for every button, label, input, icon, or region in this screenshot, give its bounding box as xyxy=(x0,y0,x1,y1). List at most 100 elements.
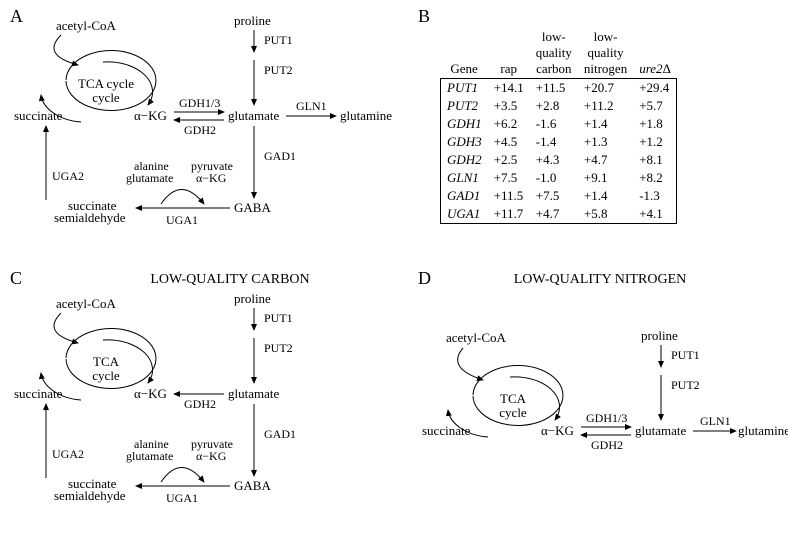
col-rap: rap xyxy=(488,28,530,79)
node-tca: TCA xyxy=(93,354,120,369)
col-lqc: low- quality carbon xyxy=(530,28,578,79)
cell-value: +8.1 xyxy=(633,151,677,169)
enzyme-gln1: GLN1 xyxy=(700,414,731,428)
enzyme-gdh13: GDH1/3 xyxy=(586,411,627,425)
pathway-diagram-c: TCA cycle acetyl-CoA succinate α−KG glut… xyxy=(6,288,406,543)
cell-value: -1.0 xyxy=(530,169,578,187)
node-succ-semi: succinatesemialdehyde xyxy=(54,198,126,225)
cell-value: +1.4 xyxy=(578,115,633,133)
node-acetylcoa: acetyl-CoA xyxy=(446,330,507,345)
enzyme-uga2: UGA2 xyxy=(52,447,84,461)
node-tca: TCA xyxy=(500,391,527,406)
cell-value: -1.3 xyxy=(633,187,677,205)
panel-d-title: LOW-QUALITY NITROGEN xyxy=(470,272,730,288)
cell-value: +8.2 xyxy=(633,169,677,187)
node-glutamine: glutamine xyxy=(738,423,788,438)
node-succinate: succinate xyxy=(14,108,63,123)
node-pyr-akg: pyruvateα−KG xyxy=(191,159,233,185)
node-glutamine: glutamine xyxy=(340,108,392,123)
cell-gene: GDH1 xyxy=(441,115,488,133)
table-row: UGA1+11.7+4.7+5.8+4.1 xyxy=(441,205,677,224)
node-proline: proline xyxy=(641,328,678,343)
cell-value: +11.5 xyxy=(488,187,530,205)
panel-b-label: B xyxy=(418,6,430,27)
cell-gene: PUT1 xyxy=(441,79,488,98)
enzyme-put2: PUT2 xyxy=(264,341,293,355)
enzyme-put1: PUT1 xyxy=(264,33,293,47)
gene-expression-table: Gene rap low- quality carbon low- qualit… xyxy=(440,28,677,224)
cell-value: +5.7 xyxy=(633,97,677,115)
enzyme-gdh13: GDH1/3 xyxy=(179,96,220,110)
table-row: PUT1+14.1+11.5+20.7+29.4 xyxy=(441,79,677,98)
enzyme-gad1: GAD1 xyxy=(264,427,296,441)
table-row: GDH3+4.5-1.4+1.3+1.2 xyxy=(441,133,677,151)
enzyme-uga2: UGA2 xyxy=(52,169,84,183)
panel-d-label: D xyxy=(418,268,431,289)
col-ure2: ure2Δ xyxy=(633,28,677,79)
node-proline: proline xyxy=(234,13,271,28)
node-tca2: cycle xyxy=(499,405,527,420)
node-acetylcoa: acetyl-CoA xyxy=(56,18,117,33)
cell-value: +3.5 xyxy=(488,97,530,115)
node-akg: α−KG xyxy=(134,386,167,401)
cell-value: +4.1 xyxy=(633,205,677,224)
enzyme-put2: PUT2 xyxy=(671,378,700,392)
node-tca2: cycle xyxy=(92,90,120,105)
enzyme-put2: PUT2 xyxy=(264,63,293,77)
cell-value: +14.1 xyxy=(488,79,530,98)
enzyme-gad1: GAD1 xyxy=(264,149,296,163)
table-body: PUT1+14.1+11.5+20.7+29.4PUT2+3.5+2.8+11.… xyxy=(441,79,677,224)
cell-gene: GDH3 xyxy=(441,133,488,151)
cell-gene: GLN1 xyxy=(441,169,488,187)
pathway-diagram-a: TCA cycle cycle acetyl-CoA succinate α−K… xyxy=(6,10,406,265)
cell-gene: UGA1 xyxy=(441,205,488,224)
cell-value: -1.6 xyxy=(530,115,578,133)
cell-value: +6.2 xyxy=(488,115,530,133)
node-tca: TCA cycle xyxy=(78,76,134,91)
cell-value: +5.8 xyxy=(578,205,633,224)
enzyme-gdh2: GDH2 xyxy=(591,438,623,452)
cell-value: +1.4 xyxy=(578,187,633,205)
cell-value: +1.3 xyxy=(578,133,633,151)
enzyme-uga1: UGA1 xyxy=(166,491,198,505)
enzyme-uga1: UGA1 xyxy=(166,213,198,227)
cell-value: +11.7 xyxy=(488,205,530,224)
node-glutamate: glutamate xyxy=(635,423,686,438)
col-gene: Gene xyxy=(441,28,488,79)
cell-value: +1.8 xyxy=(633,115,677,133)
col-lqn: low- quality nitrogen xyxy=(578,28,633,79)
node-ala-glu: alanineglutamate xyxy=(126,437,173,463)
cell-value: +7.5 xyxy=(530,187,578,205)
cell-value: +11.5 xyxy=(530,79,578,98)
panel-c-title: LOW-QUALITY CARBON xyxy=(110,272,350,288)
cell-gene: GDH2 xyxy=(441,151,488,169)
cell-value: +9.1 xyxy=(578,169,633,187)
cell-value: +4.7 xyxy=(530,205,578,224)
cell-gene: PUT2 xyxy=(441,97,488,115)
table-row: PUT2+3.5+2.8+11.2+5.7 xyxy=(441,97,677,115)
node-ala-glu: alanineglutamate xyxy=(126,159,173,185)
table-row: GLN1+7.5-1.0+9.1+8.2 xyxy=(441,169,677,187)
table-row: GAD1+11.5+7.5+1.4-1.3 xyxy=(441,187,677,205)
cell-value: +11.2 xyxy=(578,97,633,115)
node-gaba: GABA xyxy=(234,478,271,493)
cell-value: +4.5 xyxy=(488,133,530,151)
node-pyr-akg: pyruvateα−KG xyxy=(191,437,233,463)
node-gaba: GABA xyxy=(234,200,271,215)
node-glutamate: glutamate xyxy=(228,386,279,401)
node-akg: α−KG xyxy=(541,423,574,438)
panel-c-label: C xyxy=(10,268,22,289)
enzyme-gdh2: GDH2 xyxy=(184,397,216,411)
node-acetylcoa: acetyl-CoA xyxy=(56,296,117,311)
cell-value: +1.2 xyxy=(633,133,677,151)
enzyme-gln1: GLN1 xyxy=(296,99,327,113)
table-row: GDH1+6.2-1.6+1.4+1.8 xyxy=(441,115,677,133)
cell-value: -1.4 xyxy=(530,133,578,151)
node-glutamate: glutamate xyxy=(228,108,279,123)
enzyme-put1: PUT1 xyxy=(264,311,293,325)
cell-gene: GAD1 xyxy=(441,187,488,205)
node-tca2: cycle xyxy=(92,368,120,383)
table-header-row: Gene rap low- quality carbon low- qualit… xyxy=(441,28,677,79)
cell-value: +20.7 xyxy=(578,79,633,98)
enzyme-put1: PUT1 xyxy=(671,348,700,362)
